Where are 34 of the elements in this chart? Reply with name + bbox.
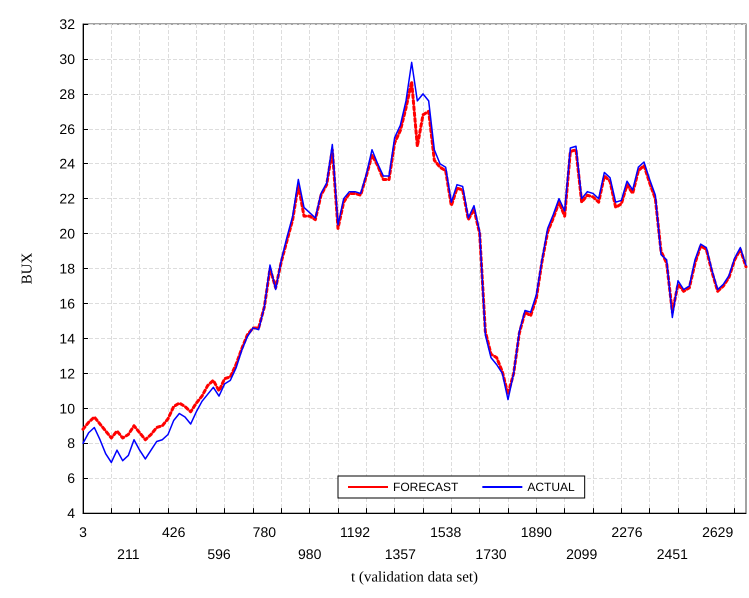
x-tick-label: 1192 (340, 524, 370, 540)
x-tick-label: 2276 (611, 524, 643, 540)
y-tick-label: 16 (59, 295, 76, 312)
x-tick-label: 980 (298, 546, 322, 562)
y-tick-label: 28 (59, 86, 76, 102)
y-tick-label: 6 (67, 470, 76, 486)
x-tick-label: 780 (252, 524, 276, 540)
x-tick-label: 3 (79, 524, 88, 540)
x-tick-label: 2629 (702, 524, 734, 540)
x-tick-label: 426 (162, 524, 186, 540)
x-axis-title: t (validation data set) (350, 570, 478, 586)
x-tick-label: 2451 (656, 546, 688, 562)
x-tick-label: 1538 (430, 524, 462, 540)
y-tick-label: 8 (67, 435, 76, 452)
y-tick-label: 18 (59, 260, 76, 277)
y-tick-label: 30 (59, 50, 76, 67)
y-tick-label: 26 (59, 120, 76, 137)
x-tick-label: 1730 (475, 546, 507, 562)
y-tick-label: 14 (59, 330, 76, 346)
x-tick-label: 1357 (384, 546, 416, 562)
y-tick-label: 4 (67, 505, 76, 522)
x-tick-label: 1890 (520, 524, 552, 540)
y-tick-label: 12 (59, 365, 76, 382)
y-tick-label: 32 (59, 16, 76, 32)
x-tick-label: 596 (207, 546, 231, 562)
x-tick-label: 2099 (566, 546, 598, 562)
legend-label: FORECAST (393, 480, 460, 494)
y-axis-title: BUX (20, 252, 36, 284)
y-tick-label: 22 (59, 190, 76, 207)
y-tick-label: 20 (59, 226, 76, 242)
y-tick-label: 24 (59, 156, 76, 172)
y-tick-label: 10 (59, 400, 76, 416)
x-tick-label: 211 (117, 546, 140, 562)
legend-label: ACTUAL (527, 480, 576, 494)
